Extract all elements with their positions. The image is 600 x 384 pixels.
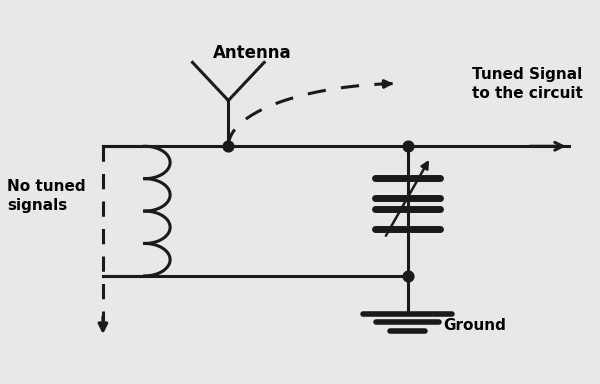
Text: Ground: Ground — [443, 318, 506, 333]
Text: Tuned Signal
to the circuit: Tuned Signal to the circuit — [472, 67, 583, 101]
Point — [403, 273, 412, 279]
Text: No tuned
signals: No tuned signals — [7, 179, 86, 213]
Point — [403, 143, 412, 149]
Point — [224, 143, 233, 149]
Text: Antenna: Antenna — [213, 45, 292, 62]
